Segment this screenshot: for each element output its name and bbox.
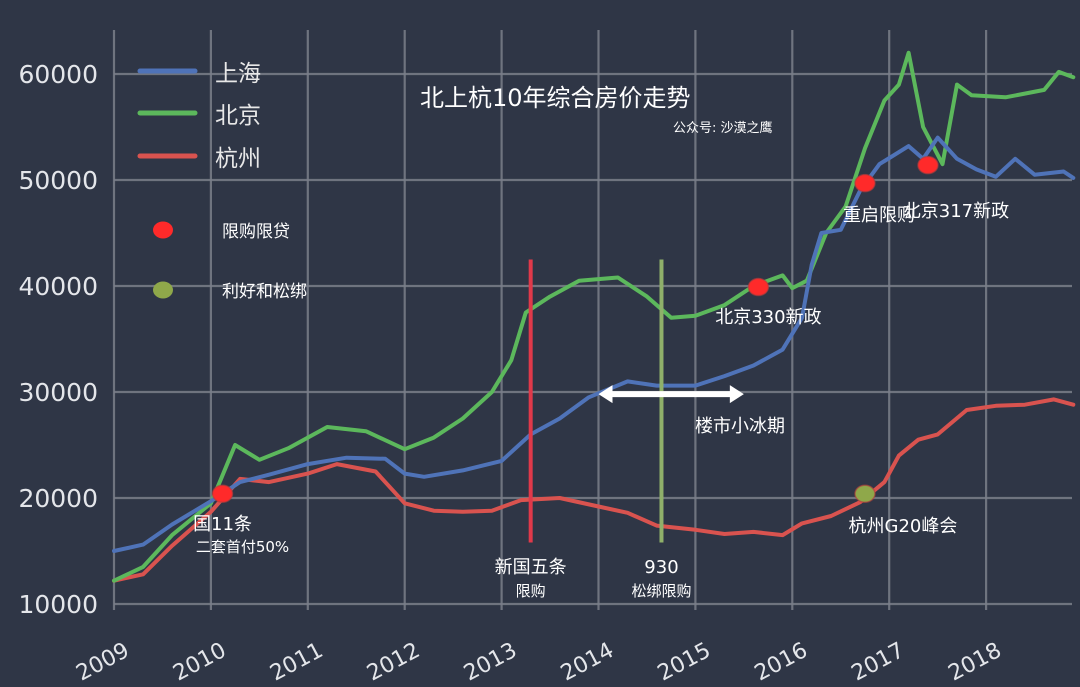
policy-dot-marker bbox=[917, 155, 939, 175]
marker-sublabel: 二套首付50% bbox=[196, 538, 289, 556]
policy-dot-marker bbox=[211, 484, 234, 504]
y-tick-label: 40000 bbox=[18, 272, 98, 301]
legend-label: 上海 bbox=[215, 61, 261, 87]
marker-label: 国11条 bbox=[193, 514, 252, 535]
policy-line-label: 新国五条 bbox=[495, 557, 567, 578]
y-tick-label: 60000 bbox=[18, 60, 98, 89]
policy-line-sublabel: 松绑限购 bbox=[631, 582, 691, 600]
policy-line-sublabel: 限购 bbox=[516, 582, 546, 600]
legend-label: 北京 bbox=[215, 103, 261, 129]
y-tick-label: 30000 bbox=[18, 378, 98, 407]
legend-label: 杭州 bbox=[215, 146, 261, 172]
policy-dot-marker bbox=[747, 277, 770, 297]
chart-title: 北上杭10年综合房价走势 bbox=[420, 84, 691, 112]
policy-line-label: 930 bbox=[644, 557, 678, 578]
legend-label: 利好和松绑 bbox=[222, 282, 307, 302]
range-label: 楼市小冰期 bbox=[695, 416, 785, 437]
policy-dot-marker bbox=[854, 484, 876, 504]
range-annotations: 楼市小冰期 bbox=[598, 385, 785, 437]
marker-label: 北京330新政 bbox=[715, 307, 821, 328]
legend-swatch-dot bbox=[153, 281, 173, 299]
y-tick-label: 20000 bbox=[18, 484, 98, 513]
grid-lines bbox=[112, 30, 1072, 610]
marker-label: 杭州G20峰会 bbox=[849, 516, 958, 537]
series-line-杭州 bbox=[112, 397, 1076, 583]
series-lines bbox=[112, 50, 1076, 583]
y-axis-ticks: 60000 50000 40000 30000 20000 10000 bbox=[18, 60, 98, 619]
marker-label: 北京317新政 bbox=[903, 201, 1009, 222]
arrow-right-icon bbox=[729, 385, 744, 404]
legend-swatch-dot bbox=[153, 221, 173, 239]
y-tick-label: 10000 bbox=[18, 590, 98, 619]
chart-subtitle: 公众号: 沙漠之鹰 bbox=[673, 120, 773, 136]
y-tick-label: 50000 bbox=[18, 166, 98, 195]
legend-label: 限购限贷 bbox=[222, 222, 290, 242]
arrow-left-icon bbox=[598, 385, 613, 404]
series-line-上海 bbox=[112, 135, 1076, 553]
policy-dot-marker bbox=[854, 173, 876, 193]
marker-label: 重启限购 bbox=[843, 205, 915, 226]
